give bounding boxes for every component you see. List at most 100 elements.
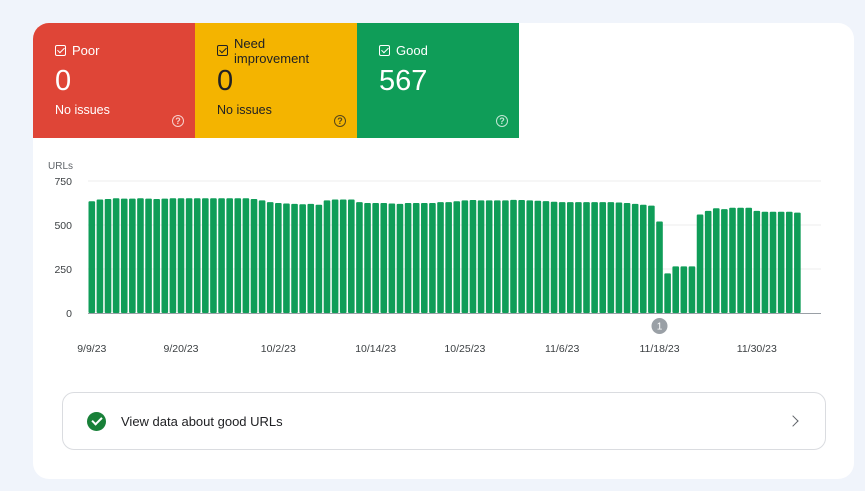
bar[interactable] — [794, 212, 801, 313]
view-good-urls-link[interactable]: View data about good URLs — [62, 392, 826, 450]
bar[interactable] — [177, 198, 185, 313]
bar[interactable] — [712, 208, 720, 313]
bar[interactable] — [777, 211, 785, 313]
bar[interactable] — [453, 201, 461, 313]
bar[interactable] — [607, 202, 615, 313]
bar[interactable] — [558, 202, 566, 313]
bar[interactable] — [437, 202, 444, 313]
bar[interactable] — [518, 200, 525, 313]
bar[interactable] — [169, 198, 177, 313]
checkbox-checked-icon[interactable] — [379, 45, 390, 56]
bar[interactable] — [494, 200, 501, 313]
bar[interactable] — [120, 198, 128, 313]
bar[interactable] — [526, 200, 534, 313]
bar[interactable] — [202, 198, 209, 313]
bar[interactable] — [339, 199, 347, 313]
bar[interactable] — [283, 203, 290, 313]
bar[interactable] — [485, 200, 493, 313]
bar[interactable] — [88, 201, 96, 313]
bar[interactable] — [348, 199, 355, 313]
bar[interactable] — [275, 203, 282, 313]
bar[interactable] — [323, 200, 331, 313]
bar[interactable] — [445, 202, 452, 313]
bar[interactable] — [469, 200, 477, 313]
bar[interactable] — [599, 202, 607, 313]
annotation-circle[interactable] — [651, 318, 668, 334]
checkbox-checked-icon[interactable] — [55, 45, 66, 56]
bar[interactable] — [137, 198, 144, 313]
bar[interactable] — [258, 200, 266, 313]
bar[interactable] — [550, 201, 558, 313]
bar[interactable] — [737, 207, 744, 313]
bar[interactable] — [615, 202, 623, 313]
bar[interactable] — [623, 203, 631, 313]
bar[interactable] — [534, 200, 542, 313]
help-icon[interactable]: ? — [334, 115, 346, 127]
bar[interactable] — [153, 198, 160, 313]
bar[interactable] — [388, 203, 396, 313]
bar[interactable] — [185, 198, 193, 313]
bar[interactable] — [753, 210, 761, 313]
bar[interactable] — [785, 211, 793, 313]
bar[interactable] — [291, 203, 298, 313]
bar[interactable] — [210, 198, 217, 313]
bar[interactable] — [161, 198, 169, 313]
bar[interactable] — [631, 203, 639, 313]
bar[interactable] — [104, 198, 112, 313]
bar[interactable] — [250, 198, 258, 313]
bar[interactable] — [696, 214, 704, 313]
bar[interactable] — [680, 266, 688, 313]
bar[interactable] — [566, 202, 574, 313]
need-improvement-tile[interactable]: Need improvement 0 No issues ? — [195, 23, 357, 138]
help-icon[interactable]: ? — [172, 115, 184, 127]
bar[interactable] — [429, 203, 436, 313]
help-icon[interactable]: ? — [496, 115, 508, 127]
bar[interactable] — [583, 202, 590, 313]
bar[interactable] — [575, 202, 582, 313]
annotation-marker[interactable]: 1 — [651, 318, 668, 334]
poor-tile[interactable]: Poor 0 No issues ? — [33, 23, 195, 138]
bar[interactable] — [461, 200, 469, 313]
bar[interactable] — [761, 211, 769, 313]
bar[interactable] — [129, 198, 136, 313]
bar[interactable] — [266, 202, 274, 313]
bar[interactable] — [639, 204, 647, 313]
bar[interactable] — [704, 210, 712, 313]
bar[interactable] — [542, 201, 550, 313]
bar[interactable] — [331, 199, 339, 313]
bar[interactable] — [372, 203, 379, 313]
bar[interactable] — [299, 204, 306, 313]
bar[interactable] — [664, 273, 671, 313]
bar[interactable] — [769, 211, 777, 313]
bar[interactable] — [193, 198, 201, 313]
bar[interactable] — [364, 203, 371, 313]
bar[interactable] — [477, 200, 485, 313]
bar[interactable] — [404, 203, 412, 313]
bar[interactable] — [502, 200, 509, 313]
bar[interactable] — [112, 198, 120, 313]
bar[interactable] — [380, 203, 388, 313]
checkbox-checked-icon[interactable] — [217, 45, 228, 56]
bar[interactable] — [96, 199, 104, 313]
bar[interactable] — [591, 202, 598, 313]
bar[interactable] — [218, 198, 225, 313]
bar[interactable] — [421, 203, 428, 313]
bar[interactable] — [356, 202, 363, 313]
bar[interactable] — [396, 203, 404, 313]
bar[interactable] — [226, 198, 233, 313]
bar[interactable] — [315, 204, 323, 313]
bar[interactable] — [656, 221, 663, 313]
bar[interactable] — [242, 198, 250, 313]
bar[interactable] — [672, 266, 680, 313]
bar[interactable] — [234, 198, 242, 313]
bar[interactable] — [307, 203, 315, 313]
bar[interactable] — [721, 209, 728, 313]
bar[interactable] — [412, 203, 420, 313]
bar[interactable] — [688, 266, 696, 313]
bar[interactable] — [648, 205, 655, 313]
bar[interactable] — [145, 198, 152, 313]
bar[interactable] — [745, 207, 753, 313]
bar[interactable] — [510, 199, 517, 313]
good-tile[interactable]: Good 567 ? — [357, 23, 519, 138]
bar[interactable] — [729, 207, 736, 313]
